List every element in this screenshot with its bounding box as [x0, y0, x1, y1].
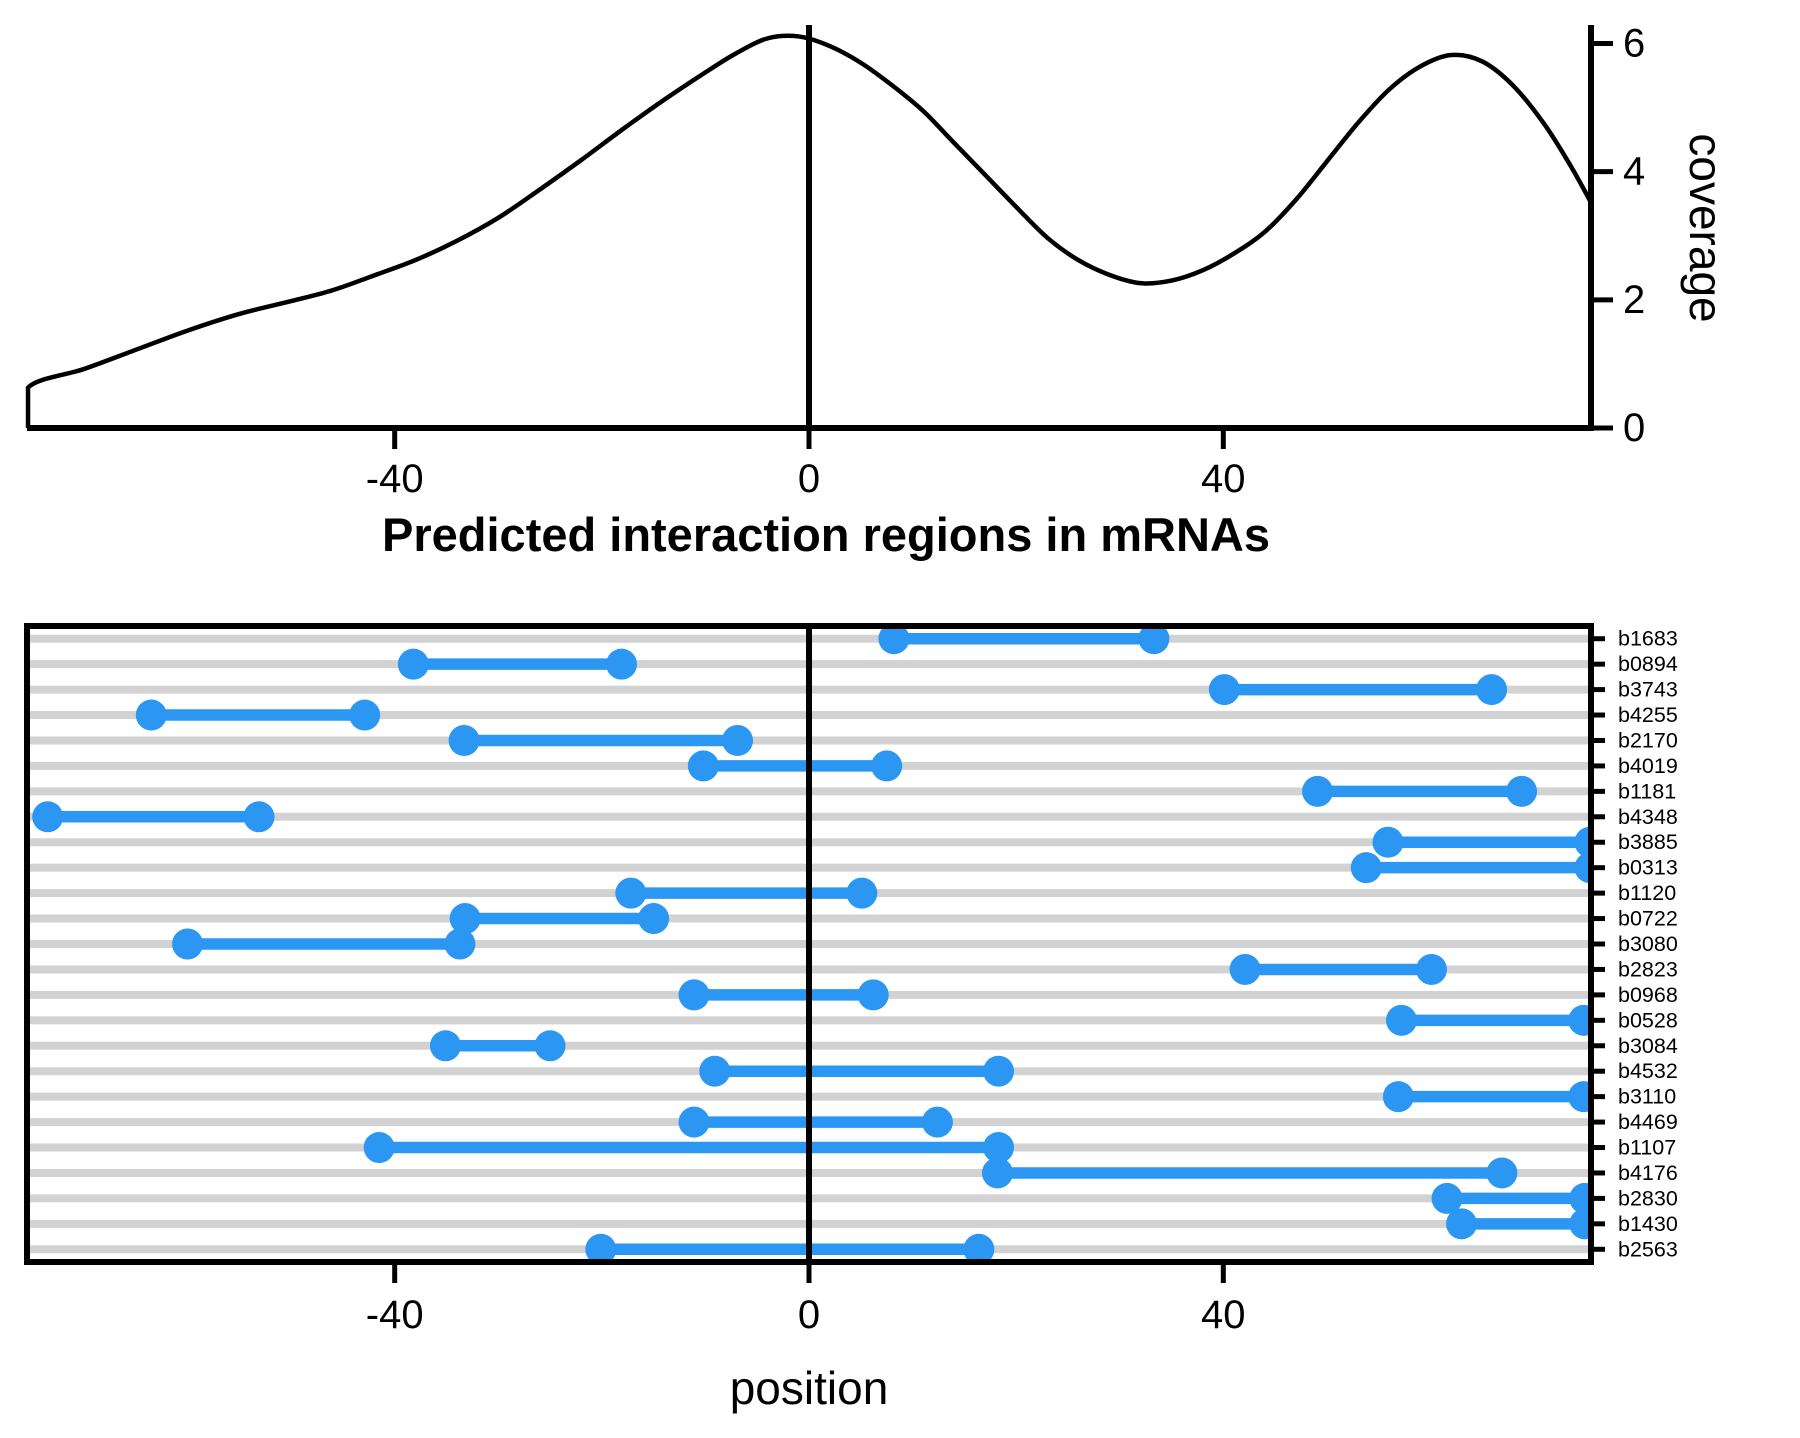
segment-start-dot [678, 1106, 710, 1138]
gene-label: b4176 [1618, 1161, 1678, 1185]
segment-end-dot [349, 699, 381, 731]
gene-label: b0722 [1618, 907, 1678, 931]
gene-ticks [1591, 636, 1605, 1252]
gene-label: b1107 [1618, 1136, 1676, 1160]
gene-label: b4019 [1618, 754, 1678, 778]
segment-end-dot [243, 801, 275, 833]
segment-start-dot [982, 1157, 1014, 1189]
segment-end-dot [1574, 826, 1591, 858]
gene-label: b3084 [1618, 1034, 1678, 1058]
gene-label: b2830 [1618, 1186, 1678, 1210]
segment-end-dot [638, 903, 670, 935]
figure-title: Predicted interaction regions in mRNAs [382, 508, 1270, 561]
gene-label: b0894 [1618, 652, 1678, 676]
coverage-y-tick-label: 6 [1623, 22, 1645, 66]
bottom-x-tick-label: -40 [366, 1293, 424, 1337]
segment-end-dot [444, 928, 476, 960]
segment-end-dot [983, 1132, 1015, 1164]
gene-label: b4532 [1618, 1059, 1678, 1083]
segment-start-dot [687, 750, 719, 782]
segment-end-dot [1569, 1208, 1591, 1240]
gene-label: b3743 [1618, 678, 1678, 702]
gene-label: b1120 [1618, 881, 1676, 905]
gene-label: b1181 [1618, 779, 1676, 803]
segment-start-dot [1350, 852, 1382, 884]
segment-end-dot [1568, 1004, 1591, 1036]
gene-label: b2823 [1618, 957, 1678, 981]
gene-label: b4348 [1618, 805, 1678, 829]
segment-end-dot [921, 1106, 953, 1138]
segment-start-dot [429, 1030, 461, 1062]
segment-start-dot [1385, 1004, 1417, 1036]
segment-end-dot [963, 1233, 995, 1262]
coverage-y-tick-label: 2 [1623, 278, 1645, 322]
gene-label: b0528 [1618, 1008, 1678, 1032]
segments-panel: b1683b0894b3743b4255b2170b4019b1181b4348… [24, 623, 1678, 1414]
coverage-axis-title: coverage [1680, 133, 1732, 322]
coverage-curve [25, 33, 1593, 428]
segment-start-dot [1372, 826, 1404, 858]
bottom-x-tick-label: 0 [798, 1293, 820, 1337]
segment-start-dot [32, 801, 64, 833]
gene-label: b4469 [1618, 1110, 1678, 1134]
segment-end-dot [1486, 1157, 1518, 1189]
segment-end-dot [1574, 852, 1591, 884]
gene-label: b2170 [1618, 728, 1678, 752]
segment-start-dot [449, 903, 481, 935]
bottom-x-ticks: -40 0 40 [366, 1262, 1246, 1337]
segment-start-dot [1208, 674, 1240, 706]
segment-start-dot [1302, 775, 1334, 807]
segment-end-dot [1138, 626, 1170, 655]
segment-start-dot [363, 1132, 395, 1164]
segment-start-dot [448, 724, 480, 756]
segment-start-dot [172, 928, 204, 960]
gene-label: b3110 [1618, 1085, 1676, 1109]
top-x-tick-label: -40 [366, 457, 424, 501]
segment-end-dot [1415, 953, 1447, 985]
segments-group [32, 626, 1591, 1262]
gene-label: b0968 [1618, 983, 1678, 1007]
gene-label: b4255 [1618, 703, 1678, 727]
top-x-tick-label: 40 [1201, 457, 1246, 501]
coverage-y-ticks: 0 2 4 6 [1591, 22, 1645, 450]
segment-start-dot [615, 877, 647, 909]
gene-label: b3080 [1618, 932, 1678, 956]
gene-labels: b1683b0894b3743b4255b2170b4019b1181b4348… [1618, 627, 1678, 1262]
segment-end-dot [1506, 775, 1538, 807]
segment-start-dot [678, 979, 710, 1011]
segment-start-dot [1431, 1182, 1463, 1214]
segment-end-dot [606, 648, 638, 680]
segment-end-dot [1569, 1182, 1591, 1214]
gene-label: b1430 [1618, 1212, 1678, 1236]
segment-start-dot [699, 1055, 731, 1087]
coverage-y-tick-label: 4 [1623, 150, 1645, 194]
bottom-x-tick-label: 40 [1201, 1293, 1246, 1337]
segment-start-dot [135, 699, 167, 731]
segment-start-dot [585, 1233, 617, 1262]
coverage-y-tick-label: 0 [1623, 406, 1645, 450]
segment-end-dot [1568, 1081, 1591, 1113]
segment-end-dot [534, 1030, 566, 1062]
segment-start-dot [1446, 1208, 1478, 1240]
segment-end-dot [846, 877, 878, 909]
gene-label: b3885 [1618, 830, 1678, 854]
gene-label: b2563 [1618, 1237, 1678, 1261]
gene-label: b1683 [1618, 627, 1678, 651]
top-x-ticks: -40 0 40 [366, 428, 1246, 501]
segment-end-dot [722, 724, 754, 756]
coverage-panel: -40 0 40 0 2 4 6 coverage [25, 22, 1732, 501]
position-axis-title: position [730, 1362, 889, 1414]
segment-end-dot [857, 979, 889, 1011]
segment-end-dot [1476, 674, 1508, 706]
segment-start-dot [878, 626, 910, 655]
segment-start-dot [1382, 1081, 1414, 1113]
segment-start-dot [1229, 953, 1261, 985]
segment-start-dot [397, 648, 429, 680]
gene-label: b0313 [1618, 856, 1678, 880]
segment-end-dot [983, 1055, 1015, 1087]
top-x-tick-label: 0 [798, 457, 820, 501]
segment-end-dot [871, 750, 903, 782]
